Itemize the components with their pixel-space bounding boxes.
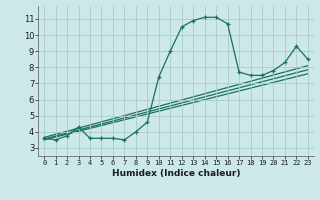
X-axis label: Humidex (Indice chaleur): Humidex (Indice chaleur) (112, 169, 240, 178)
